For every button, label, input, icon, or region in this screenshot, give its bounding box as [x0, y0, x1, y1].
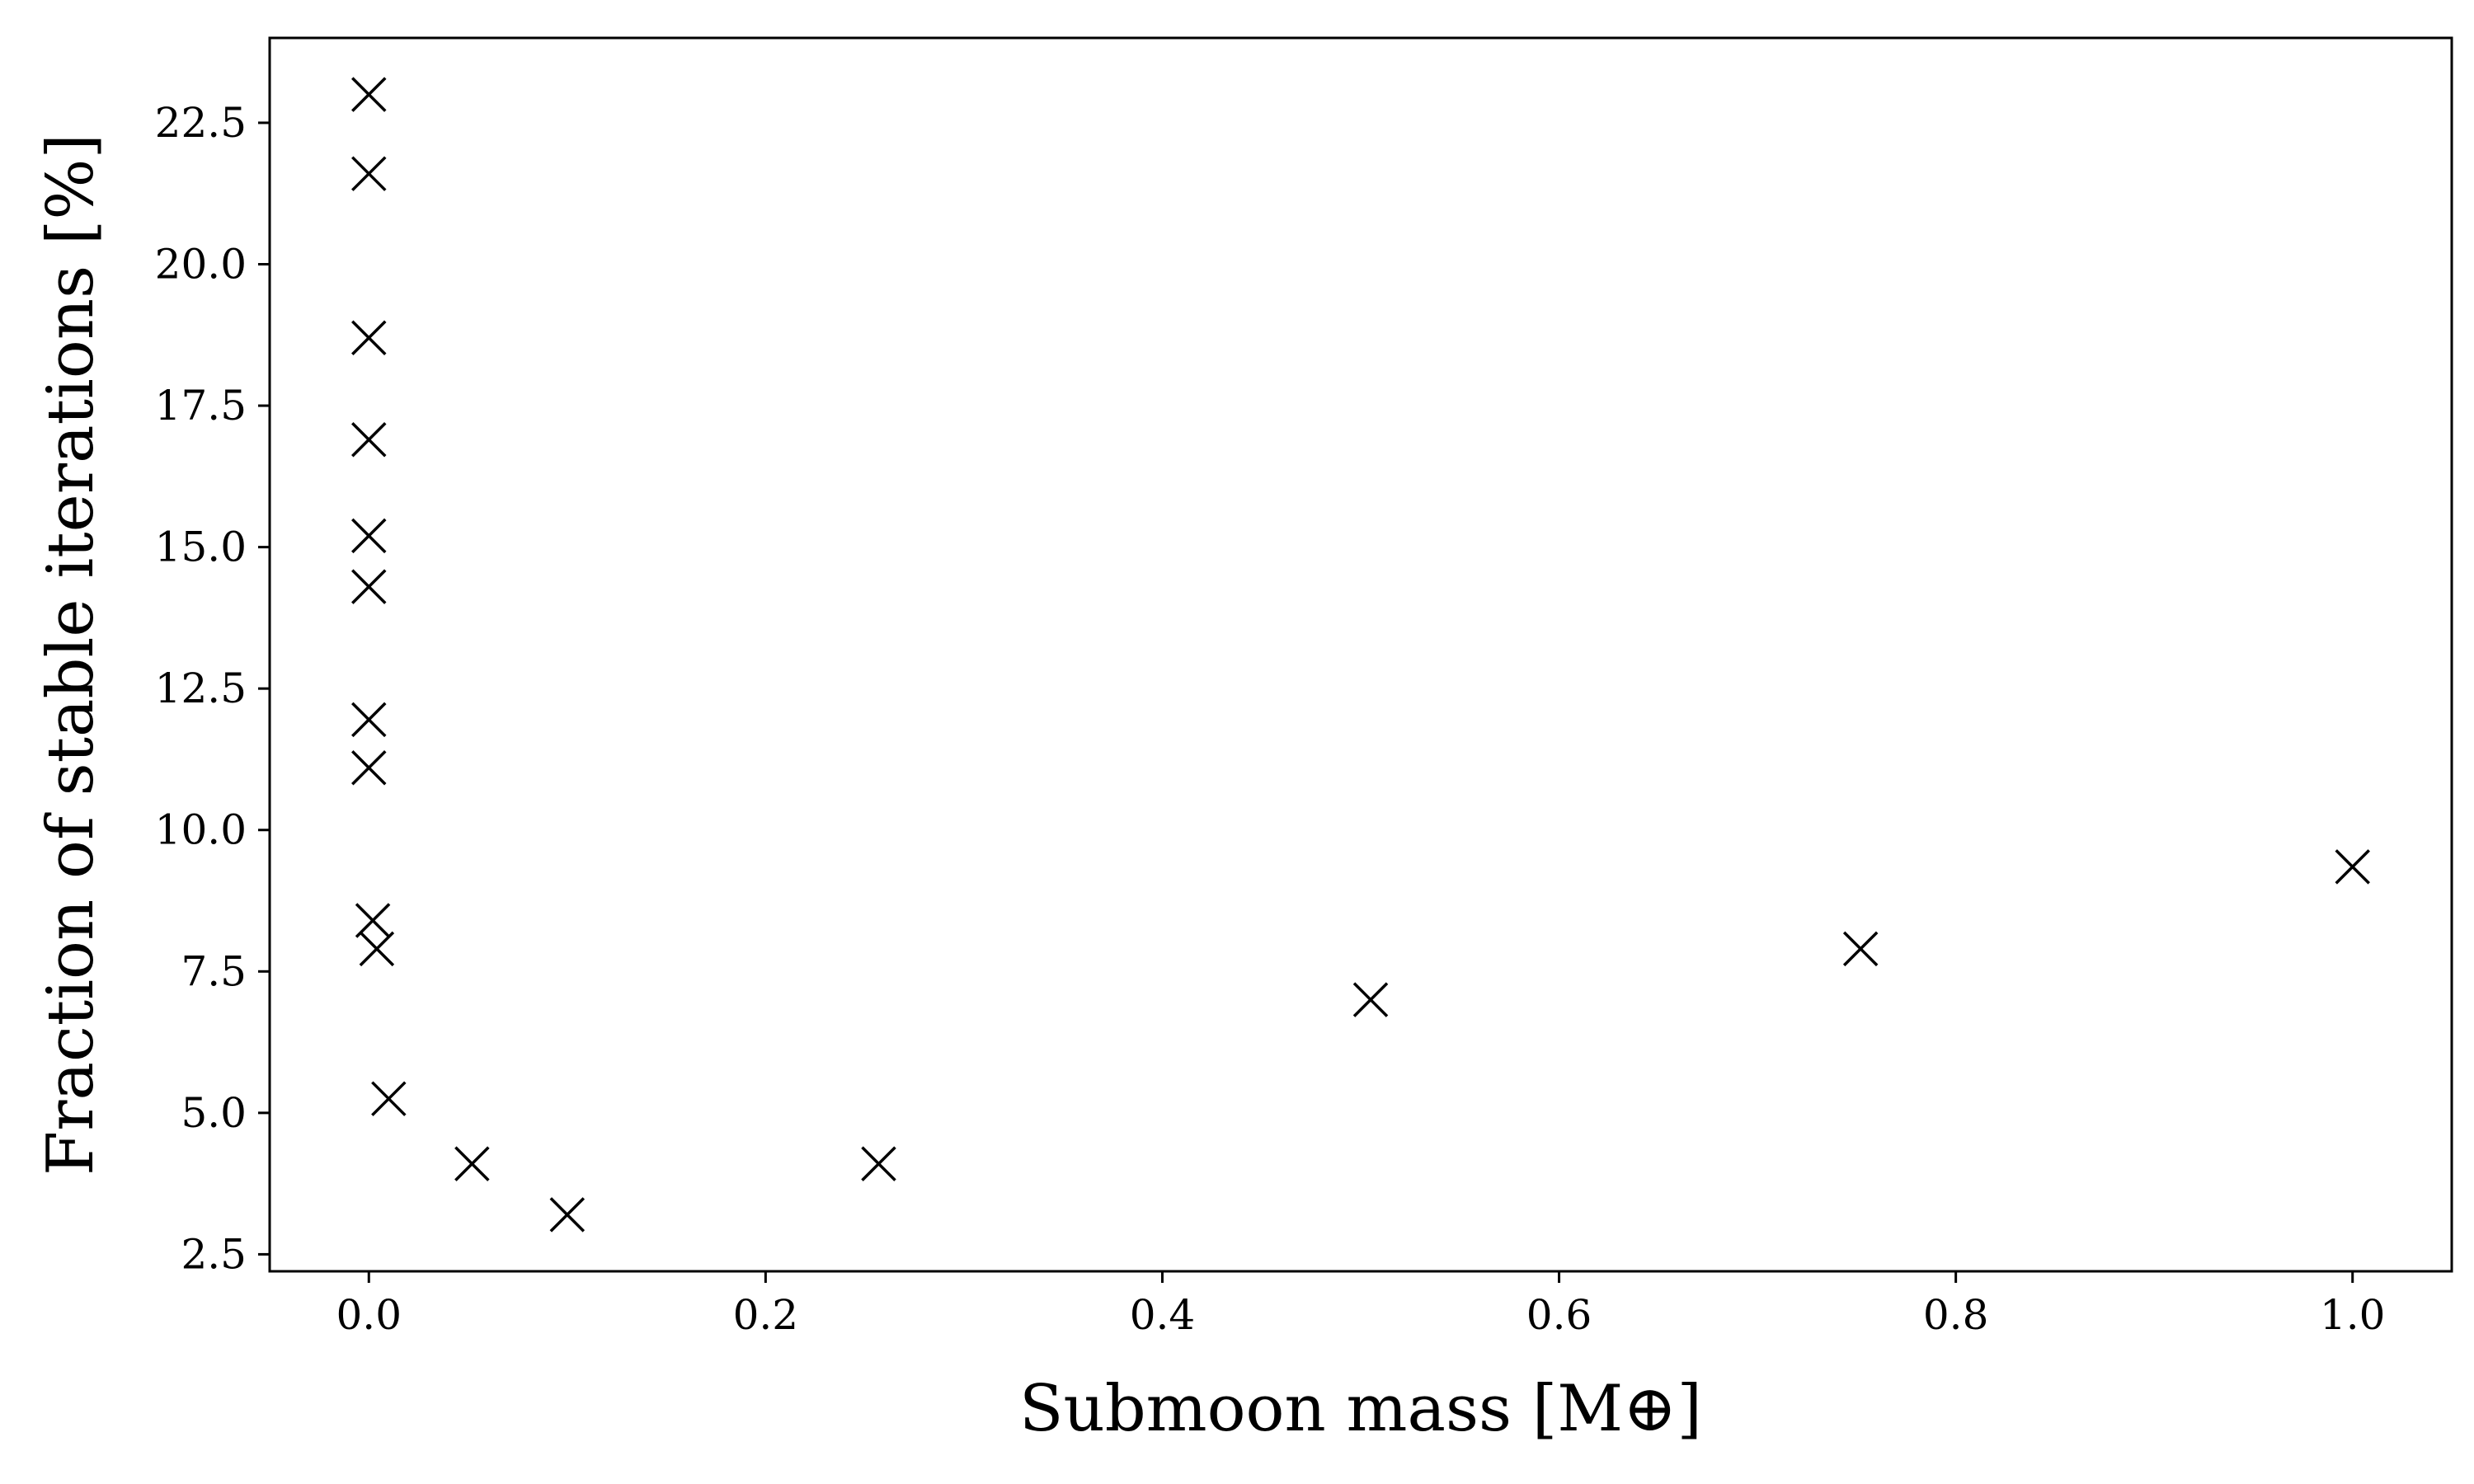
y-axis: 2.5 5.0 7.5 10.0 12.5 15.0 17.5 20.0 22.5: [155, 99, 270, 1278]
x-tick-label: 1.0: [2320, 1291, 2386, 1339]
data-point-marker: [359, 931, 395, 967]
y-axis-label: Fraction of stable iterations [%]: [34, 134, 108, 1176]
data-point-marker: [351, 156, 387, 191]
data-point-marker: [2335, 849, 2370, 885]
x-tick-label: 0.6: [1526, 1291, 1592, 1339]
x-axis: 0.0 0.2 0.4 0.6 0.8 1.0: [336, 1271, 2386, 1339]
data-points: [351, 77, 2370, 1233]
data-point-marker: [861, 1146, 896, 1181]
x-axis-label: Submoon mass [M⊕]: [1019, 1372, 1702, 1446]
y-tick-label: 2.5: [181, 1230, 247, 1278]
data-point-marker: [1842, 931, 1879, 967]
y-tick-label: 5.0: [181, 1089, 247, 1137]
data-point-marker: [351, 750, 387, 786]
x-tick-label: 0.0: [336, 1291, 402, 1339]
data-point-marker: [351, 421, 387, 458]
data-point-marker: [1352, 982, 1389, 1017]
data-point-marker: [549, 1197, 586, 1233]
data-point-marker: [351, 569, 387, 604]
plot-frame: [268, 36, 2453, 1273]
y-tick-label: 17.5: [155, 382, 247, 430]
y-tick-label: 7.5: [181, 947, 247, 995]
data-point-marker: [351, 77, 387, 112]
x-tick-label: 0.4: [1130, 1291, 1196, 1339]
y-tick-label: 20.0: [155, 240, 247, 288]
data-point-marker: [351, 518, 387, 554]
y-tick-label: 12.5: [155, 665, 247, 712]
data-point-marker: [351, 320, 387, 355]
data-point-marker: [454, 1146, 490, 1181]
data-point-marker: [355, 903, 391, 938]
y-tick-label: 10.0: [155, 806, 247, 854]
data-point-marker: [371, 1081, 407, 1116]
data-point-marker: [351, 702, 387, 738]
x-tick-label: 0.8: [1923, 1291, 1989, 1339]
y-tick-label: 15.0: [155, 524, 247, 571]
x-tick-label: 0.2: [733, 1291, 799, 1339]
y-tick-label: 22.5: [155, 99, 247, 147]
